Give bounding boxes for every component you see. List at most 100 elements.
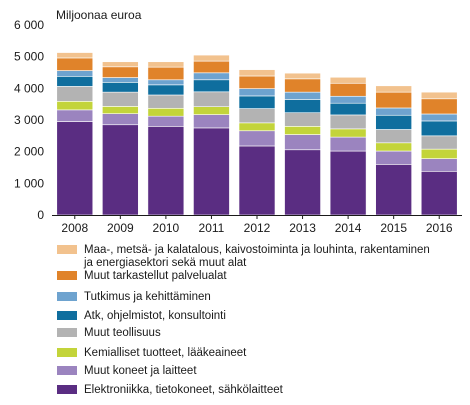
bar-segment — [375, 164, 412, 216]
bar-segment — [329, 136, 367, 152]
bar-segment — [193, 127, 230, 216]
x-tick-label: 2013 — [289, 221, 316, 235]
legend-label: Muut tarkastellut palvelualat — [84, 270, 227, 282]
bar-segment — [102, 82, 139, 93]
y-tick-label: 3 000 — [14, 113, 44, 127]
legend: Maa-, metsä- ja kalatalous, kaivostoimin… — [57, 244, 430, 396]
bar-segment — [329, 95, 367, 104]
bar-segment — [375, 150, 412, 165]
x-tick-label: 2012 — [244, 221, 271, 235]
bar-segment — [238, 95, 276, 109]
bar-segment — [147, 94, 185, 109]
bar-segment — [329, 82, 367, 97]
bar-segment — [420, 98, 458, 115]
bar-segment — [238, 145, 276, 216]
bar-segment — [329, 102, 367, 116]
bar-segment — [193, 79, 230, 93]
bar-segment — [193, 60, 230, 74]
bar-segment — [56, 52, 94, 59]
bar-segment — [238, 69, 276, 77]
legend-swatch — [57, 271, 77, 280]
y-axis: 0 1 000 2 000 3 000 4 000 5 000 6 000 — [14, 18, 44, 222]
bar-segment — [102, 124, 139, 216]
bar-segment — [56, 76, 94, 87]
y-tick-label: 0 — [37, 208, 44, 222]
legend-label: Elektroniikka, tietokoneet, sähkölaittee… — [84, 384, 284, 396]
legend-label: Atk, ohjelmistot, konsultointi — [84, 310, 226, 322]
legend-label: Maa-, metsä- ja kalatalous, kaivostoimin… — [84, 244, 430, 256]
bar-segment — [193, 114, 230, 129]
legend-swatch — [57, 328, 77, 337]
legend-swatch — [57, 245, 77, 254]
legend-label: ja energiasektori sekä muut alat — [83, 257, 247, 269]
bar-segment — [56, 121, 94, 216]
bar-segment — [329, 150, 367, 216]
bar-segment — [56, 70, 94, 77]
bar-segment — [147, 126, 185, 216]
bar-segment — [238, 122, 276, 132]
bar-segment — [102, 61, 139, 68]
x-tick-label: 2015 — [380, 221, 407, 235]
bar-segment — [420, 171, 458, 216]
bar-segment — [102, 113, 139, 126]
bar-segment — [193, 54, 230, 62]
x-tick-label: 2011 — [199, 221, 225, 235]
bar-segment — [238, 108, 276, 124]
bar-segment — [375, 142, 412, 152]
y-tick-label: 5 000 — [14, 50, 44, 64]
bar-segment — [102, 66, 139, 78]
bar-segment — [329, 76, 367, 84]
bar-segment — [102, 91, 139, 107]
legend-label: Muut koneet ja laitteet — [84, 365, 197, 377]
bar-segment — [420, 135, 458, 150]
bars-group — [56, 52, 458, 216]
bar-segment — [284, 112, 321, 127]
legend-swatch — [57, 366, 77, 375]
legend-label: Muut teollisuus — [84, 327, 161, 339]
bar-segment — [102, 77, 139, 83]
bar-segment — [238, 88, 276, 97]
bar-segment — [147, 84, 185, 96]
x-tick-label: 2009 — [107, 221, 134, 235]
y-tick-label: 1 000 — [14, 176, 44, 190]
bar-segment — [375, 91, 412, 109]
bar-segment — [420, 120, 458, 137]
unit-label: Miljoonaa euroa — [56, 8, 142, 22]
bar-segment — [329, 128, 367, 138]
x-tick-label: 2008 — [61, 221, 88, 235]
bar-segment — [284, 91, 321, 100]
legend-label: Kemialliset tuotteet, lääkeaineet — [84, 347, 247, 359]
x-tick-label: 2010 — [153, 221, 180, 235]
bar-segment — [420, 113, 458, 122]
legend-swatch — [57, 348, 77, 357]
legend-swatch — [57, 311, 77, 320]
x-tick-label: 2016 — [426, 221, 453, 235]
bar-segment — [56, 101, 94, 111]
bar-segment — [238, 130, 276, 147]
bar-segment — [375, 85, 412, 93]
bar-segment — [56, 57, 94, 71]
bar-segment — [420, 148, 458, 159]
x-tick-label: 2014 — [335, 221, 362, 235]
bar-segment — [102, 106, 139, 114]
bar-segment — [375, 114, 412, 130]
x-axis: 2008 2009 2010 2011 2012 2013 2014 2015 2016 — [61, 215, 453, 235]
bar-segment — [284, 99, 321, 114]
bar-segment — [193, 91, 230, 107]
bar-segment — [238, 75, 276, 89]
bar-segment — [147, 79, 185, 86]
bar-segment — [147, 107, 185, 117]
bar-segment — [284, 134, 321, 151]
bar-segment — [56, 109, 94, 122]
bar-segment — [284, 149, 321, 216]
bar-segment — [284, 78, 321, 93]
bar-segment — [375, 107, 412, 116]
legend-swatch — [57, 385, 77, 394]
bar-segment — [193, 106, 230, 115]
bar-segment — [420, 91, 458, 100]
bar-segment — [284, 72, 321, 80]
bar-segment — [147, 66, 185, 81]
y-tick-label: 2 000 — [14, 145, 44, 159]
bar-segment — [284, 126, 321, 135]
